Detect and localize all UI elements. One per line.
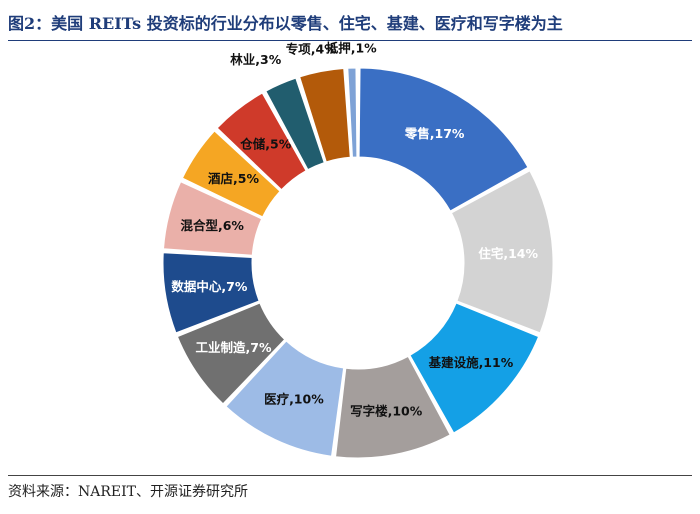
- slice-基建设施: [409, 302, 540, 434]
- data-label-数据中心: 数据中心,7%: [170, 279, 247, 294]
- slice-工业制造: [176, 302, 286, 405]
- figure-title: 图2：美国 REITs 投资标的行业分布以零售、住宅、基建、医疗和写字楼为主: [8, 14, 563, 33]
- data-label-抵押: 抵押,1%: [326, 41, 377, 56]
- slice-混合型: [162, 181, 263, 256]
- slice-医疗: [225, 340, 345, 457]
- data-label-混合型: 混合型,6%: [180, 218, 244, 233]
- data-label-酒店: 酒店,5%: [208, 171, 259, 186]
- title-rule: [8, 40, 692, 41]
- data-label-仓储: 仓储,5%: [239, 137, 291, 152]
- data-label-专项: 专项,4%: [286, 41, 337, 56]
- slice-林业: [265, 77, 325, 171]
- data-label-写字楼: 写字楼,10%: [350, 403, 423, 418]
- slice-抵押: [347, 67, 358, 158]
- data-label-工业制造: 工业制造,7%: [196, 340, 272, 355]
- slice-写字楼: [335, 355, 451, 459]
- data-label-医疗: 医疗,10%: [264, 392, 324, 407]
- data-label-零售: 零售,17%: [404, 126, 465, 141]
- slice-仓储: [216, 92, 307, 191]
- slice-酒店: [181, 130, 281, 218]
- data-label-住宅: 住宅,14%: [478, 246, 538, 261]
- donut-chart: 零售,17% 住宅,14% 基建设施,11% 写字楼,10% 医疗,10% 工业制造,7%…: [162, 41, 554, 459]
- slice-住宅: [450, 170, 554, 334]
- slice-零售: [358, 67, 529, 212]
- slice-数据中心: [162, 252, 260, 334]
- data-label-基建设施: 基建设施,11%: [428, 355, 514, 370]
- data-label-林业: 林业,3%: [230, 52, 281, 67]
- source-rule: [8, 475, 692, 476]
- source-note: 资料来源：NAREIT、开源证券研究所: [8, 484, 248, 500]
- slice-专项: [299, 67, 351, 163]
